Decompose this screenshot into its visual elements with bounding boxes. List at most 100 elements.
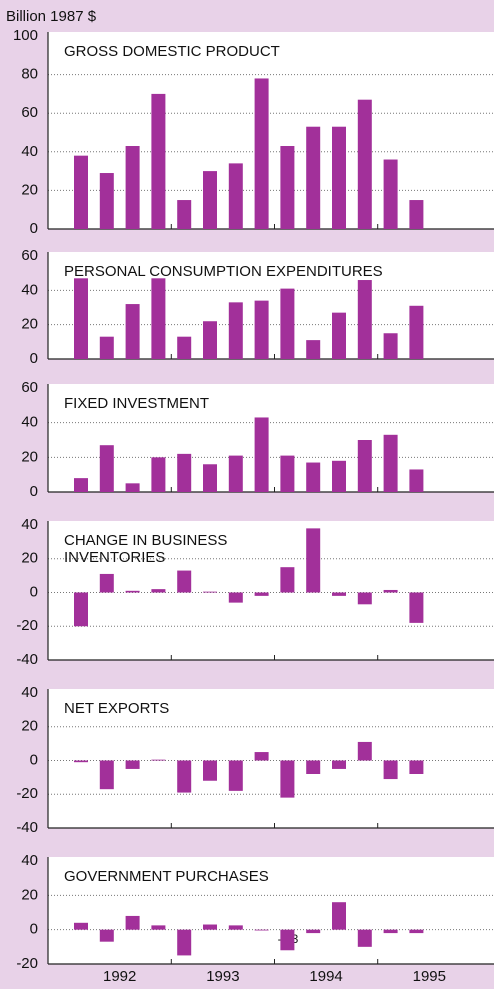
bar <box>280 567 295 593</box>
bar <box>383 434 398 492</box>
bar <box>357 280 372 359</box>
y-tick-label: 20 <box>21 718 38 735</box>
panel <box>48 857 494 964</box>
bar <box>383 333 398 359</box>
bar <box>280 288 295 359</box>
bar <box>203 924 217 930</box>
bar <box>74 592 88 627</box>
bar <box>306 929 321 934</box>
bar <box>125 760 140 769</box>
bar <box>306 528 321 593</box>
bar <box>357 99 372 229</box>
bar <box>280 929 295 951</box>
y-tick-label: 80 <box>21 66 38 83</box>
bar <box>228 163 243 229</box>
panel-title-line: INVENTORIES <box>64 549 165 566</box>
bar <box>254 752 269 761</box>
bar <box>332 126 346 229</box>
bar <box>357 741 372 761</box>
bar <box>151 759 166 761</box>
bar <box>332 460 346 492</box>
bar <box>99 173 114 229</box>
panel-title: GOVERNMENT PURCHASES <box>64 868 269 885</box>
bar <box>99 929 114 942</box>
bar <box>254 592 269 596</box>
bar <box>409 305 424 359</box>
y-tick-label: 40 <box>21 281 38 298</box>
panel <box>48 32 494 229</box>
bar <box>125 146 140 229</box>
bar <box>254 300 269 359</box>
bar <box>125 915 140 930</box>
y-tick-label: 40 <box>21 143 38 160</box>
y-tick-label: 40 <box>21 414 38 431</box>
bar <box>99 760 114 790</box>
bar <box>306 760 321 774</box>
bar <box>383 760 398 780</box>
bar <box>409 760 424 774</box>
bar <box>74 478 88 492</box>
y-tick-label: -40 <box>16 651 38 668</box>
y-tick-label: -20 <box>16 617 38 634</box>
bar <box>177 453 192 492</box>
bar <box>74 760 88 763</box>
panel <box>48 521 494 660</box>
bar <box>203 760 217 781</box>
bar <box>99 336 114 359</box>
panel-title: FIXED INVESTMENT <box>64 395 209 412</box>
y-tick-label: 0 <box>30 220 38 237</box>
bar <box>409 592 424 623</box>
bar <box>306 462 321 492</box>
bar <box>228 455 243 492</box>
bar <box>280 760 295 798</box>
bar <box>74 155 88 229</box>
bar <box>203 171 217 229</box>
bar <box>228 760 243 791</box>
bar <box>409 200 424 229</box>
panel-title-line: GOVERNMENT PURCHASES <box>64 868 269 885</box>
bar <box>125 304 140 359</box>
y-tick-label: 20 <box>21 550 38 567</box>
bar <box>306 126 321 229</box>
y-tick-label: 0 <box>30 583 38 600</box>
panel <box>48 689 494 828</box>
bar <box>228 925 243 930</box>
y-tick-label: 0 <box>30 921 38 938</box>
y-tick-label: 40 <box>21 684 38 701</box>
bar <box>357 929 372 947</box>
x-group-label: 1995 <box>413 968 446 985</box>
bar <box>151 93 166 230</box>
panel-title: PERSONAL CONSUMPTION EXPENDITURES <box>64 263 383 280</box>
x-group-label: 1993 <box>206 968 239 985</box>
y-tick-label: 0 <box>30 751 38 768</box>
bar <box>332 312 346 359</box>
bar <box>409 929 424 934</box>
bar <box>228 302 243 359</box>
y-tick-label: 60 <box>21 104 38 121</box>
bar <box>306 340 321 359</box>
y-tick-label: 20 <box>21 181 38 198</box>
y-tick-label: 40 <box>21 852 38 869</box>
bar <box>332 902 346 930</box>
y-axis-label: Billion 1987 $ <box>6 8 97 25</box>
bar <box>383 929 398 934</box>
y-tick-label: 0 <box>30 350 38 367</box>
bar <box>203 464 217 492</box>
bar <box>254 417 269 492</box>
panel-title-line: FIXED INVESTMENT <box>64 395 209 412</box>
panel-title-line: PERSONAL CONSUMPTION EXPENDITURES <box>64 263 383 280</box>
y-tick-label: 40 <box>21 516 38 533</box>
bar <box>125 483 140 492</box>
bar <box>228 592 243 603</box>
x-group-label: 1994 <box>309 968 342 985</box>
bar <box>383 589 398 593</box>
bar <box>151 457 166 492</box>
bar <box>99 573 114 593</box>
bar <box>383 159 398 229</box>
panel-title: GROSS DOMESTIC PRODUCT <box>64 43 280 60</box>
y-tick-label: -20 <box>16 785 38 802</box>
y-tick-label: 20 <box>21 886 38 903</box>
x-group-label: 1992 <box>103 968 136 985</box>
y-tick-label: -40 <box>16 819 38 836</box>
